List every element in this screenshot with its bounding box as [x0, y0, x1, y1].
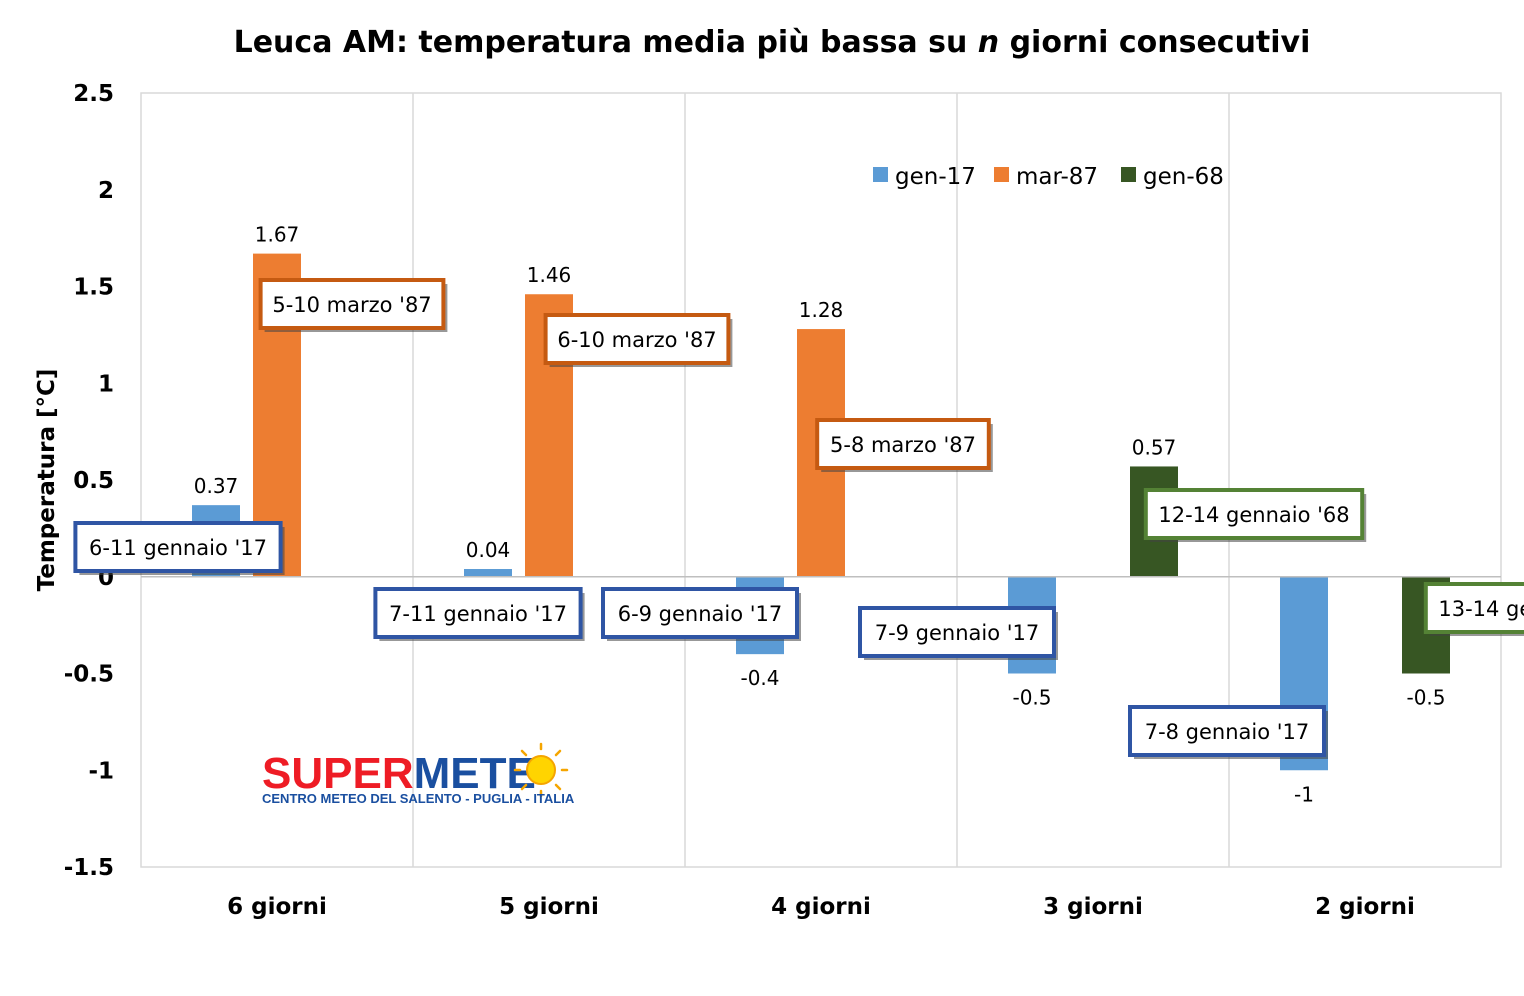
x-category-label: 5 giorni — [499, 894, 599, 920]
chart-title-part-1: Leuca AM: temperatura media più bassa su — [234, 25, 978, 60]
data-label: 0.37 — [194, 474, 239, 498]
y-tick-label: 1 — [98, 371, 114, 397]
chart-title-part-2: n — [978, 25, 999, 60]
annotation-text: 5-8 marzo '87 — [830, 433, 976, 457]
data-label: 0.04 — [466, 538, 511, 562]
bar — [464, 569, 512, 577]
legend: gen-17 mar-87 gen-68 — [873, 164, 1224, 190]
y-tick-label: 2 — [98, 178, 114, 204]
legend-swatch — [994, 167, 1009, 182]
logo-subtitle: CENTRO METEO DEL SALENTO - PUGLIA - ITAL… — [262, 791, 575, 806]
chart-title-part-3: giorni consecutivi — [999, 25, 1310, 60]
data-label: 1.28 — [799, 298, 844, 322]
annotation-callout: 7-9 gennaio '17 — [858, 606, 1058, 660]
annotation-text: 6-9 gennaio '17 — [618, 602, 783, 626]
annotation-callout: 12-14 gennaio '68 — [1143, 488, 1367, 542]
annotation-text: 7-9 gennaio '17 — [875, 621, 1040, 645]
logo: SUPERMETE CENTRO METEO DEL SALENTO - PUG… — [262, 742, 575, 806]
callouts: 6-11 gennaio '17 5-10 marzo '87 7-11 genna… — [73, 278, 1524, 759]
annotation-text: 6-11 gennaio '17 — [89, 536, 267, 560]
x-category-label: 4 giorni — [771, 894, 871, 920]
annotation-callout: 5-10 marzo '87 — [258, 278, 448, 332]
logo-wordmark: SUPERMETE — [262, 749, 536, 798]
data-label: 1.67 — [255, 223, 300, 247]
legend-label: gen-17 — [895, 164, 976, 190]
y-tick-label: -1 — [88, 758, 114, 784]
y-tick-label: 2.5 — [73, 81, 114, 107]
logo-wordmark-blue: METE — [414, 749, 536, 798]
y-axis-label: Temperatura [°C] — [34, 369, 60, 592]
y-tick-label: 1.5 — [73, 275, 114, 301]
y-tick-label: -1.5 — [64, 855, 114, 881]
data-label: 0.57 — [1132, 435, 1177, 459]
annotation-text: 7-8 gennaio '17 — [1145, 720, 1310, 744]
annotation-text: 5-10 marzo '87 — [272, 293, 431, 317]
annotation-text: 12-14 gennaio '68 — [1158, 503, 1349, 527]
data-label: -0.4 — [740, 666, 779, 690]
annotation-text: 7-11 gennaio '17 — [389, 602, 567, 626]
legend-swatch — [1121, 167, 1136, 182]
sun-icon — [513, 742, 569, 798]
chart-title: Leuca AM: temperatura media più bassa su… — [234, 25, 1311, 60]
annotation-callout: 7-8 gennaio '17 — [1128, 705, 1328, 759]
annotation-callout: 13-14 gennaio '68 — [1423, 582, 1524, 636]
data-label: 1.46 — [527, 263, 572, 287]
x-category-label: 2 giorni — [1315, 894, 1415, 920]
data-label: -0.5 — [1012, 686, 1051, 710]
legend-label: gen-68 — [1143, 164, 1224, 190]
legend-label: mar-87 — [1016, 164, 1098, 190]
annotation-callout: 7-11 gennaio '17 — [373, 587, 585, 641]
data-labels: 0.37 0.04 -0.4 -0.5 -1 1.67 1.46 1.28 0.57 -0.5 — [194, 223, 1446, 807]
annotation-text: 6-10 marzo '87 — [557, 328, 716, 352]
x-category-label: 3 giorni — [1043, 894, 1143, 920]
plot-area-border — [140, 92, 1502, 868]
annotation-text: 13-14 gennaio '68 — [1438, 597, 1524, 621]
y-axis-ticks: 2.521.510.50-0.5-1-1.5 — [64, 81, 114, 881]
legend-swatch — [873, 167, 888, 182]
x-category-label: 6 giorni — [227, 894, 327, 920]
y-tick-label: -0.5 — [64, 662, 114, 688]
y-tick-label: 0.5 — [73, 468, 114, 494]
x-axis-categories: 6 giorni 5 giorni 4 giorni 3 giorni 2 giorni — [227, 894, 1415, 920]
annotation-callout: 6-10 marzo '87 — [543, 313, 733, 367]
annotation-callout: 6-9 gennaio '17 — [601, 587, 801, 641]
data-label: -0.5 — [1406, 686, 1445, 710]
annotation-callout: 6-11 gennaio '17 — [73, 521, 285, 575]
data-label: -1 — [1294, 782, 1314, 806]
annotation-callout: 5-8 marzo '87 — [815, 418, 993, 472]
logo-wordmark-red: SUPER — [262, 749, 414, 798]
